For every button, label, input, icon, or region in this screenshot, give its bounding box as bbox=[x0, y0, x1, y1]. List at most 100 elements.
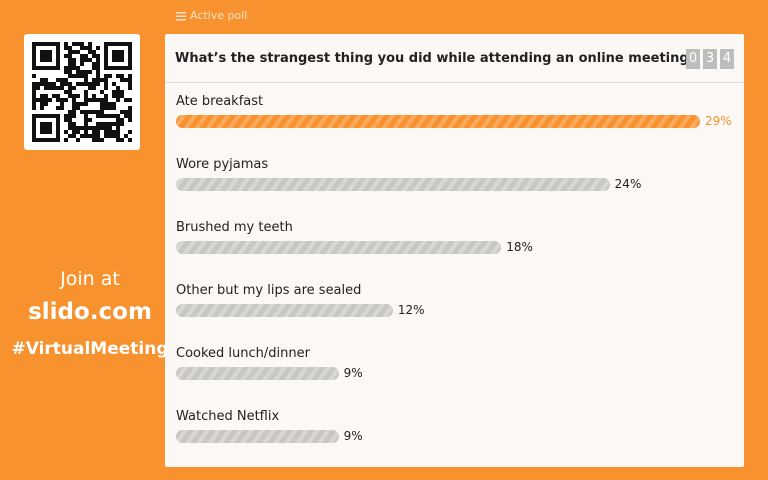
qr-module bbox=[68, 90, 72, 94]
qr-module bbox=[56, 106, 60, 110]
qr-module bbox=[68, 82, 72, 86]
qr-module bbox=[72, 94, 76, 98]
qr-module bbox=[112, 114, 116, 118]
qr-module bbox=[104, 102, 108, 106]
bar bbox=[176, 115, 701, 128]
qr-module bbox=[48, 86, 52, 90]
qr-module bbox=[84, 126, 88, 130]
qr-module bbox=[124, 110, 128, 114]
qr-module bbox=[60, 78, 64, 82]
qr-module bbox=[68, 110, 72, 114]
qr-module bbox=[88, 126, 92, 130]
qr-module bbox=[72, 42, 76, 46]
qr-module bbox=[116, 90, 120, 94]
qr-module bbox=[72, 66, 76, 70]
qr-module bbox=[100, 122, 104, 126]
qr-module bbox=[120, 74, 124, 78]
qr-module bbox=[68, 74, 72, 78]
qr-module bbox=[36, 86, 40, 90]
qr-module bbox=[68, 54, 72, 58]
qr-module bbox=[72, 98, 76, 102]
qr-module bbox=[116, 126, 120, 130]
qr-module bbox=[72, 114, 76, 118]
qr-module bbox=[92, 130, 96, 134]
qr-module bbox=[44, 102, 48, 106]
qr-module bbox=[32, 98, 36, 102]
qr-module bbox=[80, 54, 84, 58]
qr-module bbox=[72, 126, 76, 130]
qr-module bbox=[72, 106, 76, 110]
qr-module bbox=[116, 98, 120, 102]
qr-module bbox=[76, 50, 80, 54]
qr-module bbox=[72, 62, 76, 66]
qr-module bbox=[128, 110, 132, 114]
qr-module bbox=[64, 118, 68, 122]
qr-module bbox=[44, 78, 48, 82]
qr-module bbox=[112, 50, 124, 62]
qr-module bbox=[96, 122, 100, 126]
qr-module bbox=[116, 138, 120, 142]
site: slido.com bbox=[28, 299, 152, 325]
qr-module bbox=[68, 118, 72, 122]
qr-module bbox=[108, 74, 112, 78]
qr-module bbox=[80, 102, 84, 106]
percent-label: 29% bbox=[705, 114, 732, 128]
qr-module bbox=[72, 130, 76, 134]
bar bbox=[176, 367, 339, 380]
qr-module bbox=[40, 78, 44, 82]
qr-module bbox=[72, 86, 76, 90]
qr-module bbox=[72, 74, 76, 78]
qr-module bbox=[76, 74, 80, 78]
qr-module bbox=[112, 130, 116, 134]
qr-module bbox=[108, 106, 112, 110]
qr-module bbox=[116, 134, 120, 138]
qr-module bbox=[92, 50, 96, 54]
qr-module bbox=[64, 66, 68, 70]
qr-module bbox=[100, 106, 104, 110]
option-text: Other but my lips are sealed bbox=[176, 283, 362, 298]
qr-module bbox=[92, 94, 96, 98]
qr-module bbox=[56, 98, 60, 102]
qr-module bbox=[96, 62, 100, 66]
option-text: Cooked lunch/dinner bbox=[176, 346, 310, 361]
qr-module bbox=[92, 66, 96, 70]
qr-module bbox=[120, 94, 124, 98]
qr-module bbox=[64, 42, 68, 46]
qr-module bbox=[76, 102, 80, 106]
qr-module bbox=[68, 114, 72, 118]
qr-module bbox=[100, 110, 104, 114]
qr-module bbox=[76, 130, 80, 134]
qr-module bbox=[84, 58, 88, 62]
qr-module bbox=[68, 126, 72, 130]
qr-module bbox=[128, 114, 132, 118]
qr-module bbox=[128, 78, 132, 82]
qr-module bbox=[84, 54, 88, 58]
qr-module bbox=[76, 66, 80, 70]
qr-module bbox=[68, 70, 72, 74]
qr-module bbox=[104, 86, 108, 90]
qr-module bbox=[68, 50, 72, 54]
qr-module bbox=[72, 58, 76, 62]
qr-module bbox=[80, 134, 84, 138]
qr-module bbox=[116, 118, 120, 122]
counter-digit: 0 bbox=[686, 49, 700, 69]
qr-module bbox=[48, 98, 52, 102]
qr-module bbox=[84, 102, 88, 106]
qr-module bbox=[76, 82, 80, 86]
option-text: Watched Netflix bbox=[176, 409, 280, 424]
qr-module bbox=[80, 62, 84, 66]
qr-module bbox=[84, 82, 88, 86]
qr-module bbox=[96, 130, 100, 134]
qr-module bbox=[52, 94, 56, 98]
qr-module bbox=[108, 134, 112, 138]
qr-module bbox=[80, 42, 84, 46]
qr-module bbox=[64, 78, 68, 82]
qr-module bbox=[68, 122, 72, 126]
qr-module bbox=[64, 54, 68, 58]
option-text: Brushed my teeth bbox=[176, 220, 293, 235]
qr-module bbox=[96, 114, 100, 118]
qr-module bbox=[68, 58, 72, 62]
qr-module bbox=[112, 134, 116, 138]
qr-module bbox=[40, 98, 44, 102]
qr-module bbox=[32, 74, 36, 78]
